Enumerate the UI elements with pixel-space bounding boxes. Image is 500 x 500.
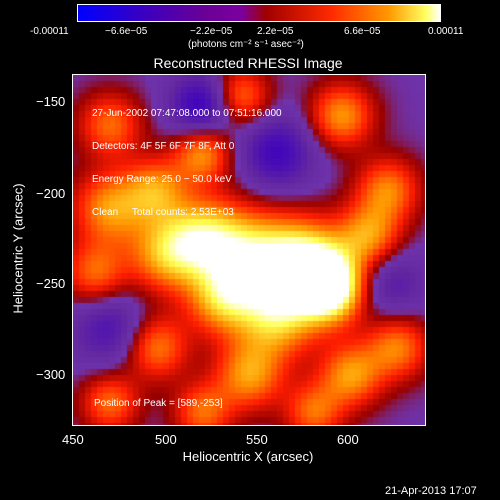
x-axis-label: Heliocentric X (arcsec) [182, 449, 314, 464]
info-line-energy: Energy Range: 25.0 − 50.0 keV [92, 174, 232, 185]
colorbar-tick: 0.00011 [428, 26, 464, 37]
colorbar-units: (photons cm⁻² s⁻¹ asec⁻²) [188, 39, 304, 50]
colorbar-tick: 2.2e−05 [257, 26, 294, 37]
y-tick: −250 [36, 276, 66, 291]
info-line-counts: Clean Total counts: 2.53E+03 [92, 207, 234, 218]
info-line-detectors: Detectors: 4F 5F 6F 7F 8F, Att 0 [92, 141, 235, 152]
y-tick: −300 [36, 367, 66, 382]
y-tick: −200 [36, 186, 66, 201]
x-tick: 550 [246, 432, 268, 447]
peak-position: Position of Peak = [589,-253] [94, 398, 223, 409]
render-date: 21-Apr-2013 17:07 [385, 485, 477, 497]
colorbar-tick: 6.6e−05 [344, 26, 381, 37]
info-line-time: 27-Jun-2002 07:47:08.000 to 07:51:16.000 [92, 108, 282, 119]
image-plot [72, 74, 426, 426]
image-canvas [73, 75, 425, 425]
x-tick: 450 [62, 432, 84, 447]
colorbar-tick: −2.2e−05 [190, 26, 233, 37]
x-tick: 500 [155, 432, 177, 447]
colorbar-tick: -0.00011 [30, 26, 69, 37]
y-axis-label: Heliocentric Y (arcsec) [10, 183, 26, 314]
y-tick: −150 [36, 94, 66, 109]
colorbar-tick: −6.6e−05 [105, 26, 148, 37]
observation-info: 27-Jun-2002 07:47:08.000 to 07:51:16.000… [92, 86, 282, 229]
x-tick: 600 [337, 432, 359, 447]
colorbar [77, 4, 441, 22]
plot-title: Reconstructed RHESSI Image [153, 55, 343, 71]
